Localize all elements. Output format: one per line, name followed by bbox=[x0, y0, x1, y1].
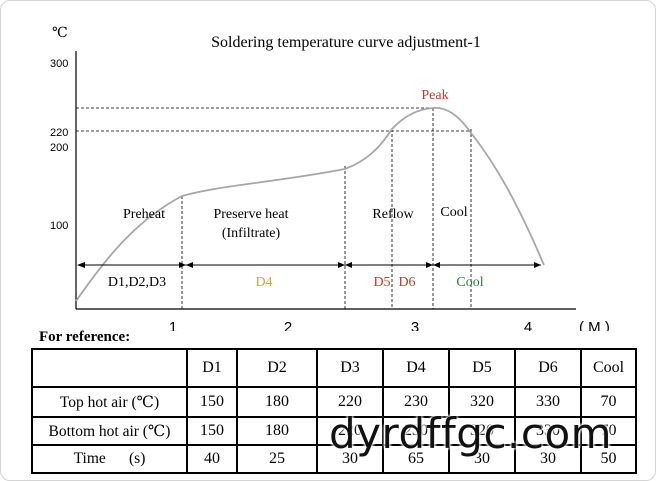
arrow-left-icon bbox=[186, 262, 193, 268]
table-cell: 320 bbox=[448, 386, 516, 418]
table-header-row: D1 D2 D3 D4 D5 D6 Cool bbox=[31, 348, 637, 388]
zone-label-preserve-heat: Preserve heat bbox=[213, 207, 288, 222]
table-row: Time (s) 40 25 30 65 30 30 50 bbox=[31, 444, 637, 474]
stage-label-d4: D4 bbox=[255, 275, 272, 290]
chart-title: Soldering temperature curve adjustment-1 bbox=[211, 34, 481, 51]
y-tick-220: 220 bbox=[50, 127, 68, 139]
table-cell: 230 bbox=[382, 386, 450, 418]
y-unit-label: ℃ bbox=[52, 26, 68, 41]
table-cell: 230 bbox=[382, 416, 450, 446]
table-cell: 70 bbox=[580, 386, 637, 418]
y-tick-200: 200 bbox=[50, 142, 68, 154]
y-tick-300: 300 bbox=[50, 58, 68, 70]
table-cell: 150 bbox=[186, 416, 238, 446]
zone-label-reflow: Reflow bbox=[372, 207, 414, 222]
temperature-curve bbox=[75, 107, 545, 302]
table-cell: 50 bbox=[580, 444, 637, 474]
table-header-cell: D4 bbox=[382, 348, 450, 388]
zone-label-preheat: Preheat bbox=[123, 207, 165, 222]
zone-label-infiltrate: (Infiltrate) bbox=[222, 226, 281, 241]
table-cell: 70 bbox=[580, 416, 637, 446]
x-tick-4: 4 bbox=[524, 319, 532, 331]
table-header-cell: D5 bbox=[448, 348, 516, 388]
x-unit-label: ( M ) bbox=[579, 319, 610, 331]
table-cell: 30 bbox=[448, 444, 516, 474]
arrow-left-icon bbox=[345, 262, 352, 268]
table-cell: 320 bbox=[448, 416, 516, 446]
table-cell: 150 bbox=[186, 386, 238, 418]
peak-label: Peak bbox=[421, 88, 448, 103]
table-cell: 30 bbox=[514, 444, 582, 474]
temperature-chart: Soldering temperature curve adjustment-1… bbox=[50, 26, 610, 331]
table-cell: 330 bbox=[514, 416, 582, 446]
table-header-cell: D6 bbox=[514, 348, 582, 388]
stage-label-d1-d3: D1,D2,D3 bbox=[108, 275, 166, 290]
parameter-table: D1 D2 D3 D4 D5 D6 Cool Top hot air (℃) 1… bbox=[31, 348, 637, 474]
table-header-cell: D2 bbox=[236, 348, 318, 388]
table-header-cell: D1 bbox=[186, 348, 238, 388]
zone-label-cool: Cool bbox=[440, 205, 467, 220]
x-tick-1: 1 bbox=[169, 319, 177, 331]
table-cell: 330 bbox=[514, 386, 582, 418]
arrow-right-icon bbox=[534, 262, 541, 268]
row-label: Time (s) bbox=[31, 444, 188, 474]
arrow-right-icon bbox=[338, 262, 345, 268]
stage-label-d6: D6 bbox=[398, 275, 415, 290]
row-label: Top hot air (℃) bbox=[31, 386, 188, 418]
table-header-cell: D3 bbox=[316, 348, 384, 388]
table-row: Top hot air (℃) 150 180 220 230 320 330 … bbox=[31, 386, 637, 418]
table-cell: 40 bbox=[186, 444, 238, 474]
arrow-right-icon bbox=[426, 262, 433, 268]
table-row: Bottom hot air (℃) 150 180 220 230 320 3… bbox=[31, 416, 637, 446]
table-cell: 220 bbox=[316, 416, 384, 446]
stage-label-d5: D5 bbox=[373, 275, 390, 290]
x-tick-3: 3 bbox=[411, 319, 419, 331]
reference-label: For reference: bbox=[39, 329, 131, 345]
table-header-cell: Cool bbox=[580, 348, 637, 388]
stage-label-cool: Cool bbox=[456, 275, 483, 290]
table-cell: 180 bbox=[236, 416, 318, 446]
arrow-left-icon bbox=[433, 262, 440, 268]
watermark-text: dyrdffgc.com bbox=[329, 409, 613, 458]
table-cell: 180 bbox=[236, 386, 318, 418]
row-label: Bottom hot air (℃) bbox=[31, 416, 188, 446]
table-cell: 220 bbox=[316, 386, 384, 418]
arrow-right-icon bbox=[179, 262, 186, 268]
y-tick-100: 100 bbox=[50, 220, 68, 232]
arrow-left-icon bbox=[77, 262, 85, 268]
x-tick-2: 2 bbox=[284, 319, 292, 331]
table-cell: 30 bbox=[316, 444, 384, 474]
table-header-cell bbox=[31, 348, 188, 388]
table-cell: 65 bbox=[382, 444, 450, 474]
table-cell: 25 bbox=[236, 444, 318, 474]
